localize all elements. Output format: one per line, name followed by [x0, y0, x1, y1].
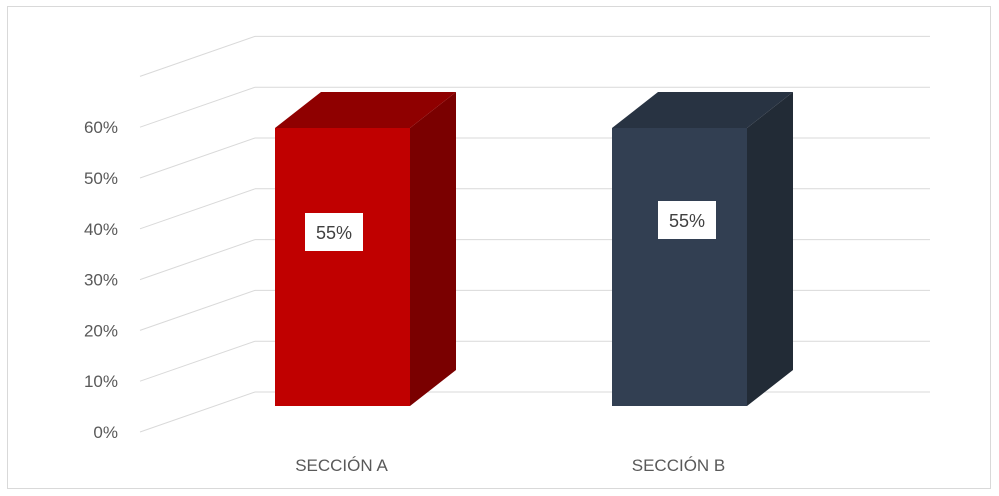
x-tick-label: SECCIÓN A — [295, 456, 388, 475]
y-tick-label: 20% — [84, 321, 118, 340]
gridline-depth — [139, 137, 256, 179]
bar-front — [612, 128, 747, 406]
chart-frame — [7, 6, 991, 489]
gridline-depth — [139, 391, 256, 433]
gridline-depth — [139, 239, 256, 281]
gridline-depth — [139, 188, 256, 230]
y-tick-label: 30% — [84, 271, 118, 290]
gridline-depth — [139, 340, 256, 382]
data-label-box — [305, 213, 363, 251]
bar-top — [275, 92, 456, 128]
gridline-depth — [139, 35, 256, 77]
x-tick-label: SECCIÓN B — [632, 456, 726, 475]
gridline-depth — [139, 86, 256, 128]
y-tick-label: 50% — [84, 169, 118, 188]
data-label-box — [658, 201, 716, 239]
gridline-depth — [139, 289, 256, 331]
data-label: 55% — [316, 223, 352, 243]
data-label: 55% — [669, 211, 705, 231]
y-tick-label: 10% — [84, 372, 118, 391]
bar-side — [747, 92, 793, 406]
y-tick-label: 0% — [93, 423, 118, 442]
bar-side — [410, 92, 456, 406]
bar-top — [612, 92, 793, 128]
y-tick-label: 40% — [84, 220, 118, 239]
bar-front — [275, 128, 410, 406]
y-tick-label: 60% — [84, 118, 118, 137]
